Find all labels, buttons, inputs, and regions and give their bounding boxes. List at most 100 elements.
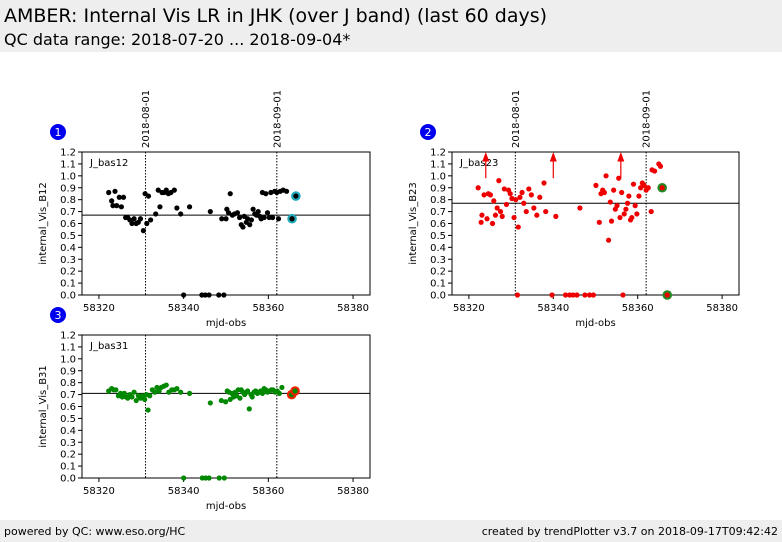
data-point: [118, 204, 124, 210]
data-point: [519, 189, 525, 196]
data-point: [645, 185, 651, 191]
y-tick-label: 0.8: [430, 195, 446, 206]
page-title: AMBER: Internal Vis LR in JHK (over J ba…: [4, 5, 548, 27]
x-tick-label: 58360: [622, 303, 654, 314]
data-point: [521, 200, 527, 206]
series-label: J_bas31: [89, 341, 128, 352]
data-point: [247, 222, 253, 228]
y-axis-label: internal_Vis_B31: [38, 365, 49, 448]
data-point: [148, 217, 154, 223]
y-tick-label: 0.2: [60, 267, 76, 278]
data-point: [570, 292, 576, 298]
data-point: [577, 205, 583, 211]
data-point: [478, 219, 484, 225]
x-axis-label: mjd-obs: [206, 318, 246, 329]
data-point: [484, 216, 490, 222]
y-tick-label: 0.7: [430, 207, 446, 218]
data-point: [629, 214, 635, 221]
data-point: [582, 292, 588, 298]
data-point: [617, 214, 623, 221]
data-point: [157, 204, 163, 210]
data-point: [174, 386, 180, 392]
y-tick-label: 0.0: [60, 474, 76, 485]
chart-panel-1: 1 0.00.10.20.30.40.50.60.70.80.91.01.11.2…: [38, 90, 371, 329]
off-scale-arrow-head: [482, 152, 490, 162]
x-tick-label: 58320: [453, 303, 485, 314]
series-label: J_bas12: [89, 158, 128, 169]
data-point: [236, 214, 243, 221]
data-point: [596, 219, 602, 225]
plot-frame: [81, 334, 371, 479]
footer-credit[interactable]: powered by QC: www.eso.org/HC: [4, 525, 186, 538]
data-point: [657, 163, 664, 169]
x-tick-label: 58340: [168, 486, 200, 497]
date-marker-label: 2018-09-01: [272, 90, 283, 148]
data-point: [611, 187, 617, 193]
data-point: [186, 204, 193, 210]
data-point: [112, 188, 118, 194]
data-point: [526, 186, 532, 192]
y-tick-label: 0.2: [430, 267, 446, 278]
footer-bar: powered by QC: www.eso.org/HC created by…: [0, 520, 782, 542]
data-point: [153, 211, 159, 217]
data-point: [593, 182, 599, 188]
data-point: [621, 211, 627, 217]
data-point: [513, 197, 519, 203]
data-point: [245, 388, 251, 394]
data-point: [605, 237, 612, 243]
data-point: [475, 185, 481, 191]
data-point: [269, 214, 276, 221]
data-point: [207, 400, 213, 406]
data-point: [223, 216, 229, 222]
y-tick-label: 0.9: [430, 183, 446, 194]
data-point: [562, 292, 569, 298]
data-point: [206, 475, 212, 481]
highlighted-point: [292, 388, 298, 394]
y-tick-label: 0.5: [60, 231, 76, 242]
data-point: [261, 214, 267, 221]
data-point: [240, 224, 246, 230]
y-tick-label: 1.2: [430, 148, 446, 159]
y-tick-label: 1.1: [60, 159, 76, 170]
data-point: [145, 407, 151, 413]
data-point: [607, 199, 613, 205]
y-tick-label: 0.1: [430, 279, 446, 290]
data-point: [623, 206, 629, 212]
data-point: [186, 390, 193, 396]
data-point: [499, 213, 505, 219]
y-tick-label: 0.1: [60, 279, 76, 290]
data-point: [651, 168, 658, 174]
data-point: [222, 399, 229, 405]
data-point: [590, 292, 596, 298]
data-point: [225, 210, 232, 216]
highlighted-point: [659, 185, 665, 191]
data-point: [248, 217, 255, 223]
data-point: [137, 216, 144, 222]
y-tick-label: 0.6: [60, 402, 76, 413]
y-tick-label: 0.0: [60, 291, 76, 302]
data-point: [489, 220, 496, 227]
y-tick-label: 0.4: [430, 243, 446, 254]
y-tick-label: 0.4: [60, 243, 76, 254]
y-tick-label: 0.7: [60, 390, 76, 401]
x-tick-label: 58340: [168, 303, 200, 314]
data-point: [636, 193, 642, 199]
data-point: [648, 208, 654, 215]
data-point: [491, 198, 497, 204]
panel-badge-number: 2: [425, 126, 432, 139]
data-point: [619, 189, 625, 196]
data-point: [106, 189, 112, 196]
data-point: [616, 175, 622, 181]
data-point: [129, 394, 135, 400]
data-point: [515, 224, 521, 230]
highlighted-point: [289, 216, 295, 222]
y-tick-label: 1.0: [60, 354, 76, 365]
y-tick-label: 0.0: [430, 291, 446, 302]
data-point: [487, 192, 494, 198]
data-point: [634, 211, 640, 217]
data-point: [523, 208, 529, 215]
data-point: [218, 397, 224, 404]
page-subtitle: QC data range: 2018-07-20 ... 2018-09-04…: [4, 30, 351, 49]
data-point: [246, 406, 252, 412]
highlighted-point: [293, 193, 299, 199]
